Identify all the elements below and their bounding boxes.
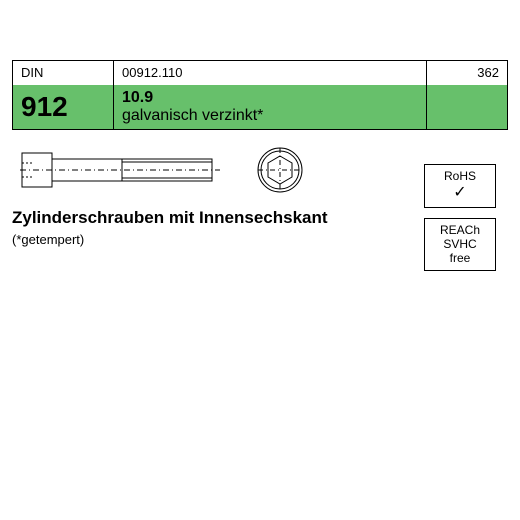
- rohs-label: RoHS: [429, 169, 491, 183]
- reach-line2: SVHC: [429, 237, 491, 251]
- header-right-blank: [427, 85, 507, 129]
- reach-line3: free: [429, 251, 491, 265]
- reach-badge: REACh SVHC free: [424, 218, 496, 271]
- grade-finish: 10.9 galvanisch verzinkt*: [114, 85, 426, 129]
- header-col-mid: 00912.110 10.9 galvanisch verzinkt*: [114, 61, 427, 129]
- product-note: (*getempert): [12, 232, 328, 247]
- compliance-badges: RoHS ✓ REACh SVHC free: [424, 164, 496, 271]
- grade: 10.9: [122, 89, 153, 107]
- reach-line1: REACh: [429, 223, 491, 237]
- screw-side-icon: [20, 145, 230, 195]
- standard-label: DIN: [13, 61, 113, 85]
- check-icon: ✓: [429, 183, 491, 202]
- rohs-badge: RoHS ✓: [424, 164, 496, 208]
- header-col-standard: DIN 912: [13, 61, 114, 129]
- page-number: 362: [427, 61, 507, 85]
- standard-number: 912: [13, 85, 113, 129]
- datasheet-card: DIN 912 00912.110 10.9 galvanisch verzin…: [0, 0, 520, 520]
- product-code: 00912.110: [114, 61, 426, 85]
- screw-front-icon: [254, 144, 306, 196]
- header-table: DIN 912 00912.110 10.9 galvanisch verzin…: [12, 60, 508, 130]
- finish: galvanisch verzinkt*: [122, 107, 263, 125]
- header-col-page: 362: [427, 61, 507, 129]
- product-title: Zylinderschrauben mit Innensechskant: [12, 208, 328, 228]
- title-block: Zylinderschrauben mit Innensechskant (*g…: [12, 208, 328, 247]
